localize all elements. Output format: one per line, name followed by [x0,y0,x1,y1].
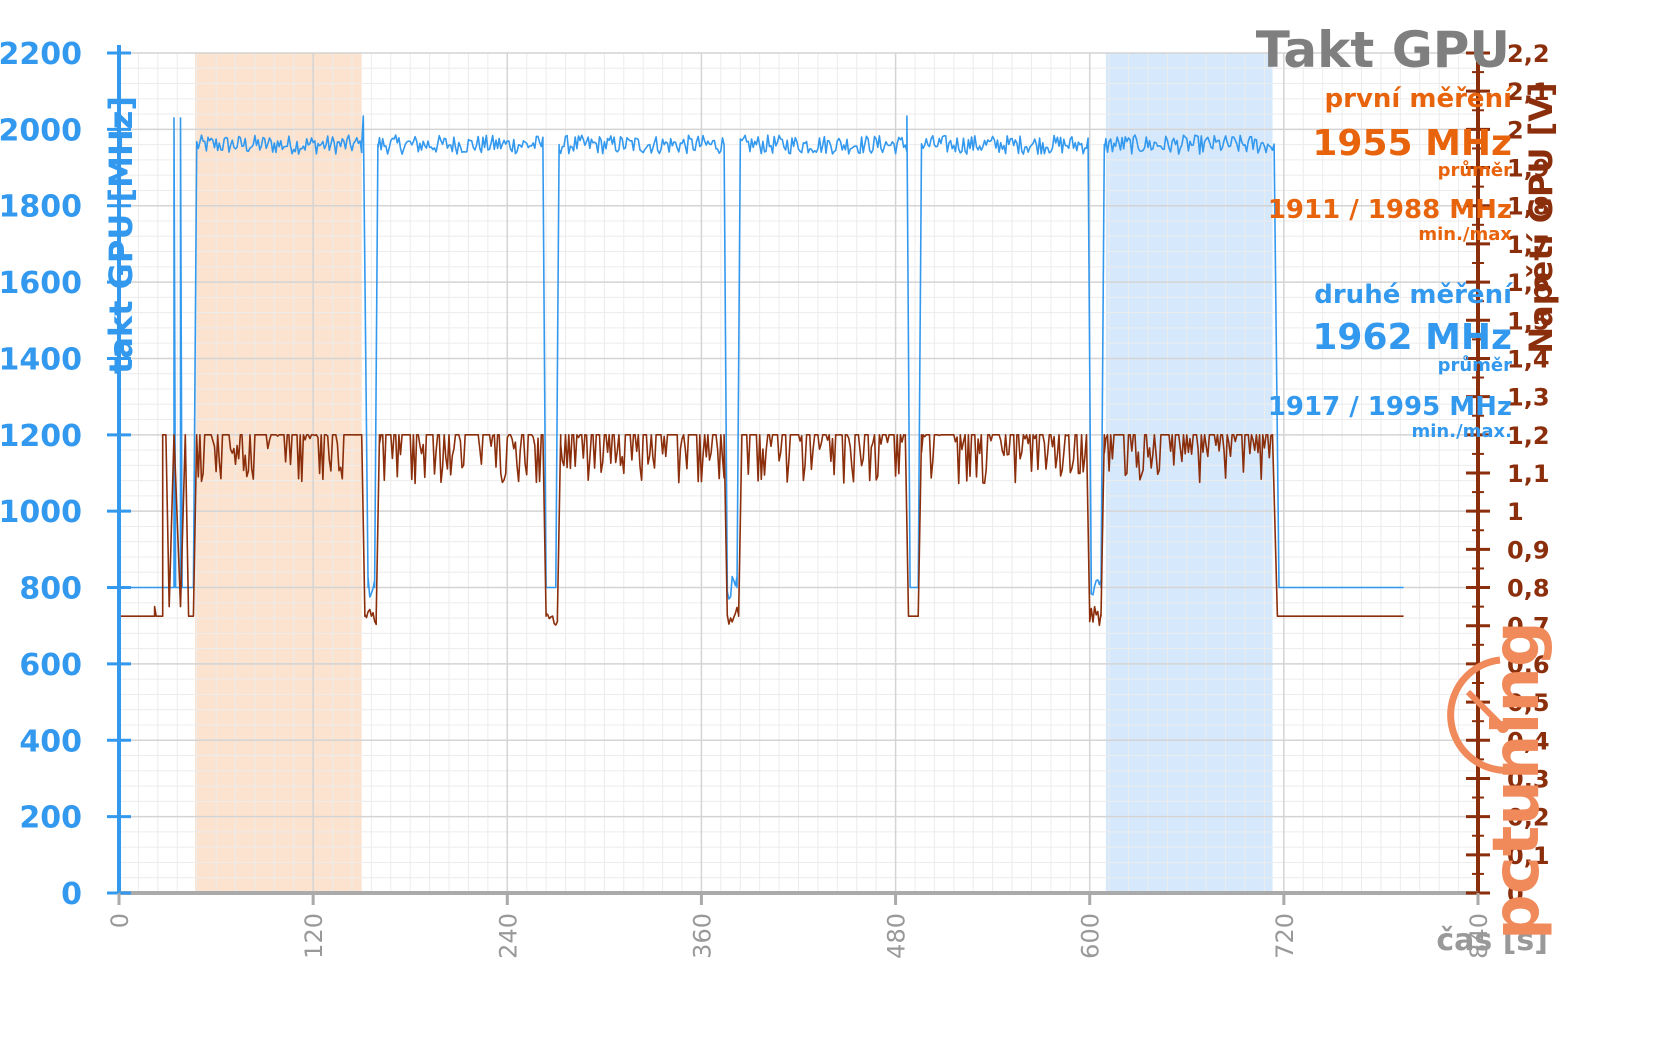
y-tick-label-right: 2 [1507,116,1524,144]
y-tick-label-left: 0 [61,877,82,912]
annotation-second-minmax-label: min./max. [1411,421,1512,442]
annotation-first: první měření 1955 MHz průměr 1911 / 1988… [1268,84,1514,245]
y-tick-label-right: 1 [1507,498,1524,526]
y-tick-label-right: 2,2 [1507,40,1550,68]
y-tick-label-left: 1600 [0,266,82,301]
series-layer [119,115,1404,627]
y-axis-right-label: Napětí GPU [V] [1522,82,1560,353]
annotation-first-heading: první měření [1325,84,1515,114]
y-tick-label-left: 2000 [0,113,82,148]
x-tick-label: 240 [494,913,522,959]
y-tick-label-left: 200 [19,801,82,836]
y-tick-label-right: 0,3 [1507,765,1550,793]
highlight-bands [195,53,1273,893]
y-tick-label-right: 0,5 [1507,689,1550,717]
y-tick-label-right: 1,2 [1507,422,1550,450]
x-axis-label: čas [s] [1436,923,1548,958]
y-tick-label-right: 0,7 [1507,613,1550,641]
y-tick-label-right: 1,6 [1507,269,1550,297]
series-gpu-voltage [119,434,1404,627]
y-tick-label-right: 0,6 [1507,651,1550,679]
y-tick-label-right: 0,9 [1507,536,1550,564]
annotation-second-minmax: 1917 / 1995 MHz [1268,392,1512,422]
x-tick-label: 720 [1271,913,1299,959]
annotation-first-minmax-label: min./max [1418,224,1512,245]
gauge-icon [1447,656,1513,774]
y-tick-label-right: 1,9 [1507,155,1550,183]
y-tick-label-right: 0,2 [1507,804,1550,832]
highlight-band-0 [195,53,362,893]
y-tick-label-left: 400 [19,724,82,759]
y-tick-label-right: 0,8 [1507,575,1550,603]
y-tick-label-right: 1,4 [1507,345,1550,373]
y-tick-label-right: 1,5 [1507,307,1550,335]
y-tick-label-left: 2200 [0,37,82,72]
y-tick-label-left: 1000 [0,495,82,530]
y-tick-label-right: 0 [1507,880,1524,908]
y-tick-label-left: 600 [19,648,82,683]
annotation-second-heading: druhé měření [1314,280,1514,310]
x-tick-label: 360 [688,913,716,959]
annotation-first-minmax: 1911 / 1988 MHz [1268,195,1512,225]
x-tick-label: 0 [106,913,134,928]
x-tick-label: 120 [300,913,328,959]
y-tick-label-right: 0,1 [1507,842,1550,870]
logo-text: pctuning [1480,621,1554,940]
y-tick-label-right: 1,1 [1507,460,1550,488]
x-tick-label: 840 [1465,913,1493,959]
y-tick-label-left: 1800 [0,190,82,225]
y-tick-label-right: 1,7 [1507,231,1550,259]
annotation-first-avg: 1955 MHz [1312,123,1512,164]
y-axis-left-label: takt GPU [MHz] [102,96,140,374]
y-tick-label-left: 800 [19,572,82,607]
annotation-second-avg: 1962 MHz [1312,317,1512,358]
y-tick-label-left: 1400 [0,342,82,377]
y-tick-label-right: 0,4 [1507,727,1550,755]
y-tick-label-right: 1,8 [1507,193,1550,221]
chart-title: Takt GPU [1256,21,1510,79]
y-tick-label-right: 1,3 [1507,384,1550,412]
x-tick-label: 480 [883,913,911,959]
y-tick-label-left: 1200 [0,419,82,454]
annotation-first-avg-label: průměr [1438,159,1513,181]
annotation-second: druhé měření 1962 MHz průměr 1917 / 1995… [1268,280,1514,442]
y-tick-label-right: 2,1 [1507,78,1550,106]
highlight-band-1 [1105,53,1273,893]
tick-labels: 0200400600800100012001400160018002000220… [0,37,1550,959]
annotation-second-avg-label: průměr [1438,354,1513,376]
x-tick-label: 600 [1077,913,1105,959]
pctuning-logo: pctuning [1447,621,1554,940]
series-gpu-clock [119,115,1404,600]
